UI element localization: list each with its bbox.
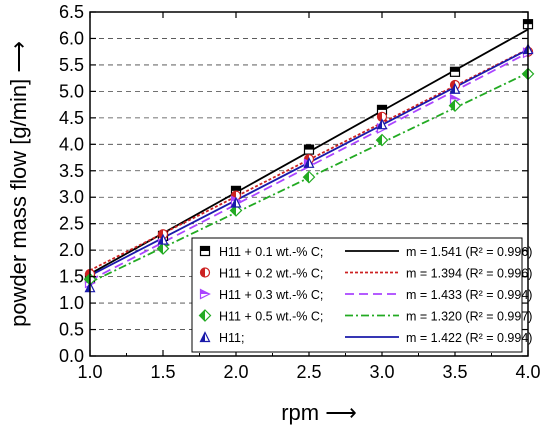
legend-series-label: H11; — [219, 331, 244, 345]
x-tick-label: 4.0 — [515, 362, 540, 382]
y-tick-label: 5.0 — [59, 81, 84, 101]
y-tick-label: 1.5 — [59, 267, 84, 287]
legend: H11 + 0.1 wt.-% C; m = 1.541 (R² = 0.996)… — [191, 237, 532, 353]
y-tick-label: 2.0 — [59, 240, 84, 260]
marker-fill — [522, 68, 528, 80]
y-axis-label: powder mass flow [g/min] ⟶ — [6, 41, 31, 327]
y-tick-label: 4.5 — [59, 108, 84, 128]
y-tick-label: 6.5 — [59, 2, 84, 22]
marker-fill — [157, 243, 163, 255]
marker-fill — [523, 44, 528, 54]
y-tick-label: 0.5 — [59, 320, 84, 340]
data-point — [449, 82, 461, 94]
legend-fit-label: m = 1.422 (R² = 0.994) — [406, 331, 532, 345]
x-tick-label: 3.0 — [369, 362, 394, 382]
x-tick-label: 1.5 — [150, 362, 175, 382]
marker-fill — [450, 67, 460, 72]
legend-fit-label: m = 1.433 (R² = 0.994) — [406, 288, 532, 302]
marker-fill — [377, 119, 382, 129]
legend-series-label: H11 + 0.2 wt.-% C; — [219, 267, 323, 281]
x-tick-label: 1.0 — [77, 362, 102, 382]
data-point — [448, 99, 462, 113]
marker-fill — [377, 112, 382, 122]
y-tick-label: 0.0 — [59, 346, 84, 366]
marker-fill — [200, 246, 210, 251]
y-tick-label: 4.0 — [59, 134, 84, 154]
y-tick-label: 1.0 — [59, 293, 84, 313]
marker-fill — [200, 289, 210, 294]
legend-series-label: H11 + 0.3 wt.-% C; — [219, 288, 323, 302]
legend-series-label: H11 + 0.1 wt.-% C; — [219, 245, 323, 259]
data-point — [157, 233, 169, 245]
data-point — [229, 204, 243, 217]
y-tick-label: 3.5 — [59, 161, 84, 181]
x-tick-label: 2.0 — [223, 362, 248, 382]
legend-fit-label: m = 1.541 (R² = 0.996) — [406, 245, 532, 259]
x-axis-label: rpm ⟶ — [281, 400, 357, 425]
marker-fill — [200, 332, 205, 342]
data-point — [303, 156, 315, 168]
data-point — [199, 245, 211, 257]
axis-ticks: 1.0 1.5 2.0 2.5 3.0 3.5 4.0 0.0 0.5 1.0 1.5 2.0 2.5 3… — [59, 2, 541, 382]
x-tick-label: 3.5 — [442, 362, 467, 382]
y-tick-label: 6.0 — [59, 28, 84, 48]
marker-fill — [199, 310, 205, 321]
marker-fill — [377, 105, 387, 110]
data-point — [198, 309, 212, 322]
data-point — [199, 267, 211, 278]
y-tick-label: 5.5 — [59, 55, 84, 75]
marker-fill — [231, 186, 241, 191]
marker-fill — [200, 268, 205, 277]
data-point — [199, 331, 211, 343]
data-point — [303, 144, 315, 155]
marker-fill — [85, 282, 90, 292]
marker-fill — [304, 145, 314, 150]
data-point — [375, 133, 389, 147]
marker-fill — [84, 273, 90, 285]
y-tick-label: 3.0 — [59, 187, 84, 207]
data-point — [230, 196, 242, 208]
legend-fit-label: m = 1.394 (R² = 0.996) — [406, 267, 532, 281]
data-point — [376, 111, 388, 122]
y-tick-label: 2.5 — [59, 214, 84, 234]
marker-fill — [449, 100, 455, 112]
marker-fill — [450, 94, 460, 100]
data-point — [199, 288, 211, 300]
marker-fill — [376, 134, 382, 146]
x-tick-label: 2.5 — [296, 362, 321, 382]
data-point — [376, 118, 388, 130]
marker-fill — [450, 84, 455, 94]
data-point — [302, 170, 316, 184]
legend-box — [191, 237, 523, 353]
marker-fill — [230, 204, 236, 216]
marker-fill — [303, 171, 309, 183]
data-point — [449, 66, 461, 77]
legend-fit-label: m = 1.320 (R² = 0.997) — [406, 310, 532, 324]
legend-series-label: H11 + 0.5 wt.-% C; — [219, 310, 323, 324]
marker-fill — [304, 158, 309, 168]
data-point — [156, 242, 170, 255]
